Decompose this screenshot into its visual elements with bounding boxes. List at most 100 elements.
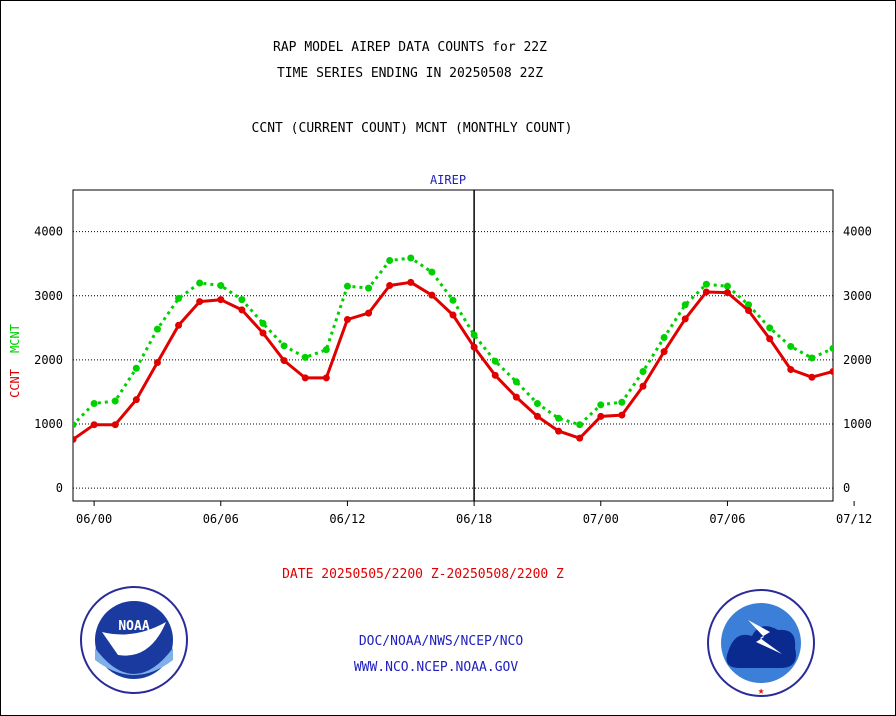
series-point-mcnt xyxy=(660,333,668,341)
chart-title: AIREP xyxy=(430,173,466,187)
y-tick-label-right: 3000 xyxy=(843,289,872,303)
series-point-mcnt xyxy=(386,257,394,265)
series-point-ccnt xyxy=(555,427,563,435)
series-point-ccnt xyxy=(597,412,605,420)
series-point-ccnt xyxy=(73,435,77,443)
series-point-ccnt xyxy=(301,374,309,382)
series-point-ccnt xyxy=(872,305,879,312)
series-point-mcnt xyxy=(808,354,816,362)
legend-line: CCNT (CURRENT COUNT) MCNT (MONTHLY COUNT… xyxy=(252,121,573,136)
series-point-ccnt xyxy=(576,434,584,442)
series-point-mcnt xyxy=(449,296,457,304)
nws-star-icon: ★ xyxy=(758,684,765,697)
series-point-mcnt xyxy=(555,414,563,422)
series-point-mcnt xyxy=(428,268,436,276)
x-tick-label: 07/06 xyxy=(709,512,745,526)
y-tick-label-left: 4000 xyxy=(34,225,63,239)
x-tick-label: 07/12 xyxy=(836,512,872,526)
series-point-mcnt xyxy=(491,357,499,365)
series-point-mcnt xyxy=(872,284,879,291)
series-point-ccnt xyxy=(238,306,246,314)
y-tick-label-left: 0 xyxy=(56,481,63,495)
series-point-ccnt xyxy=(428,291,436,299)
noaa-logo: NOAA xyxy=(80,586,188,694)
series-point-ccnt xyxy=(48,431,55,438)
series-point-mcnt xyxy=(280,342,288,350)
series-point-ccnt xyxy=(829,367,833,375)
series-point-mcnt xyxy=(343,282,351,290)
series-point-ccnt xyxy=(407,278,415,286)
series-group xyxy=(48,254,879,443)
series-point-mcnt xyxy=(576,421,584,429)
org-line: DOC/NOAA/NWS/NCEP/NCO xyxy=(359,634,524,649)
y-tick-label-left: 1000 xyxy=(34,417,63,431)
series-point-mcnt xyxy=(90,400,98,408)
series-point-mcnt xyxy=(702,280,710,288)
series-point-mcnt xyxy=(153,325,161,333)
y-tick-label-right: 1000 xyxy=(843,417,872,431)
y-tick-label-left: 3000 xyxy=(34,289,63,303)
series-point-ccnt xyxy=(132,396,140,404)
series-point-mcnt xyxy=(639,367,647,375)
series-point-mcnt xyxy=(597,401,605,409)
series-point-mcnt xyxy=(217,282,225,290)
series-point-ccnt xyxy=(280,357,288,365)
series-point-mcnt xyxy=(132,364,140,372)
series-point-ccnt xyxy=(723,289,731,297)
title-line-2: TIME SERIES ENDING IN 20250508 22Z xyxy=(277,66,543,81)
date-range: DATE 20250505/2200 Z-20250508/2200 Z xyxy=(282,567,564,582)
y-tick-label-right: 0 xyxy=(843,481,850,495)
series-point-ccnt xyxy=(639,382,647,390)
series-point-mcnt xyxy=(111,397,119,405)
url-line: WWW.NCO.NCEP.NOAA.GOV xyxy=(354,660,519,675)
y-tick-label-left: 2000 xyxy=(34,353,63,367)
x-tick-label: 06/00 xyxy=(76,512,112,526)
noaa-logo-text: NOAA xyxy=(118,619,149,634)
plot-border xyxy=(72,189,834,502)
series-point-ccnt xyxy=(533,412,541,420)
series-point-ccnt xyxy=(787,366,795,374)
series-point-mcnt xyxy=(196,279,204,287)
series-point-ccnt xyxy=(259,329,267,337)
series-point-mcnt xyxy=(723,282,731,290)
series-point-mcnt xyxy=(407,254,415,262)
y-axis-label-mcnt: MCNT xyxy=(8,324,22,353)
series-point-mcnt xyxy=(322,346,330,354)
series-point-mcnt xyxy=(175,294,183,302)
series-point-ccnt xyxy=(470,343,478,351)
series-point-ccnt xyxy=(808,373,816,381)
series-point-ccnt xyxy=(449,311,457,319)
series-point-mcnt xyxy=(365,284,373,292)
series-point-mcnt xyxy=(301,353,309,361)
series-point-mcnt xyxy=(745,301,753,309)
plot-area: 0 0 1000 1000 2000 2000 3000 3000 4000 4000 06/00 0… xyxy=(34,189,879,526)
series-point-ccnt xyxy=(111,421,119,429)
series-point-ccnt xyxy=(196,298,204,306)
series-point-mcnt xyxy=(829,344,833,352)
series-point-mcnt xyxy=(787,342,795,350)
y-tick-label-right: 4000 xyxy=(843,225,872,239)
series-point-ccnt xyxy=(745,307,753,315)
series-point-mcnt xyxy=(259,319,267,327)
series-point-mcnt xyxy=(512,378,520,386)
x-tick-label: 07/00 xyxy=(583,512,619,526)
series-point-ccnt xyxy=(90,421,98,429)
series-point-mcnt xyxy=(618,398,626,406)
x-tick-label: 06/12 xyxy=(329,512,365,526)
x-tick-label: 06/06 xyxy=(203,512,239,526)
series-point-mcnt xyxy=(766,324,774,332)
series-point-mcnt xyxy=(73,421,77,429)
y-axis-label: CCNT MCNT xyxy=(8,324,22,398)
nws-logo: ★ xyxy=(707,589,815,697)
series-point-ccnt xyxy=(217,296,225,304)
series-point-ccnt xyxy=(175,321,183,329)
series-point-ccnt xyxy=(322,374,330,382)
title-line-1: RAP MODEL AIREP DATA COUNTS for 22Z xyxy=(273,40,547,55)
series-point-ccnt xyxy=(702,288,710,296)
series-point-ccnt xyxy=(766,335,774,343)
series-point-ccnt xyxy=(491,371,499,379)
series-point-ccnt xyxy=(365,309,373,317)
series-point-mcnt xyxy=(681,301,689,309)
series-point-ccnt xyxy=(153,358,161,366)
